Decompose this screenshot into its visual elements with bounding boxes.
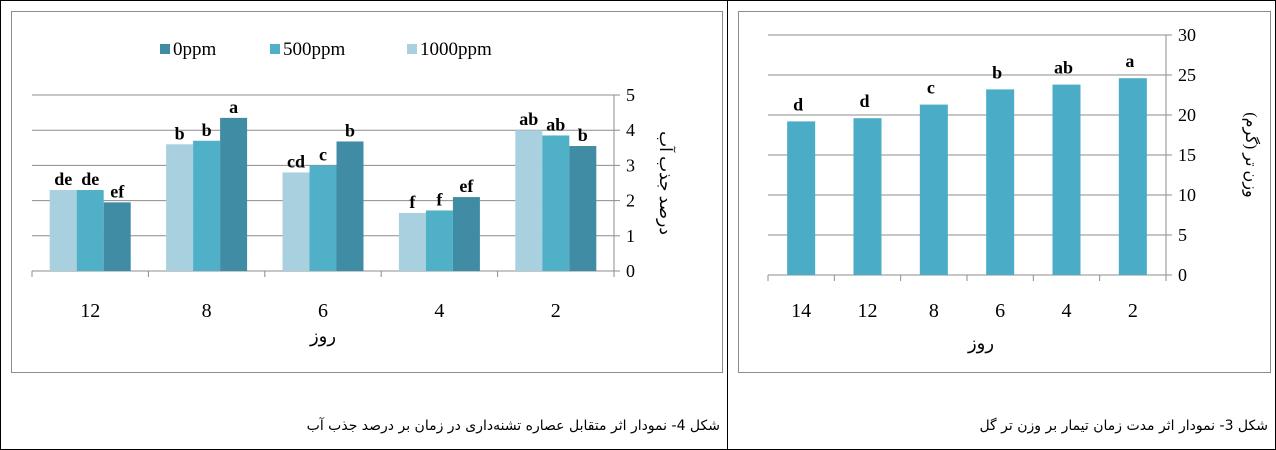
bar-data-label: f [409, 192, 416, 212]
legend-label: 0ppm [173, 39, 217, 60]
bar-data-label: b [992, 62, 1002, 82]
bar-data-label: ef [459, 176, 474, 196]
bar [1118, 78, 1147, 275]
y-tick-label: 0 [1178, 265, 1187, 285]
y-tick-label: 5 [1178, 225, 1187, 245]
bar-data-label: ab [519, 109, 538, 129]
bar-data-label: ab [546, 114, 565, 134]
bar [336, 141, 364, 271]
bar [76, 190, 104, 271]
y-tick-label: 30 [1178, 25, 1196, 45]
legend-swatch [270, 44, 280, 54]
bar-data-label: ef [110, 181, 125, 201]
legend-label: 500ppm [283, 39, 346, 60]
bar-data-label: cd [287, 151, 305, 171]
x-tick-label: 12 [858, 300, 878, 322]
y-axis-label: درصد جذب آب [655, 131, 677, 235]
water-uptake-chart-panel: 0 1 2 3 4 5 12 de de ef 8 b b a 6 cd c b 4 f f ef 2 ab ab b روز درص… [11, 11, 723, 373]
legend-swatch [407, 44, 417, 54]
bar-data-label: de [54, 169, 72, 189]
x-tick-label: 14 [791, 300, 811, 322]
x-axis-label: روز [967, 333, 994, 354]
x-tick-label: 4 [434, 300, 444, 322]
bar-data-label: b [175, 123, 185, 143]
x-tick-label: 2 [1128, 300, 1138, 322]
y-tick-label: 1 [626, 226, 635, 246]
bar-data-label: ab [1054, 58, 1073, 78]
y-tick-label: 0 [626, 261, 635, 281]
bar [569, 146, 597, 271]
x-tick-label: 12 [80, 300, 100, 322]
bar [425, 210, 453, 271]
bar-data-label: f [436, 189, 443, 209]
bar [220, 117, 248, 271]
bar-data-label: b [345, 120, 355, 140]
bar [1052, 84, 1081, 275]
figure-4-caption: شکل 4- نمودار اثر متقابل عصاره تشنه‌داری… [306, 418, 720, 434]
bar [49, 190, 77, 271]
y-tick-label: 4 [626, 120, 635, 140]
x-tick-label: 8 [929, 300, 939, 322]
bar-data-label: d [793, 94, 803, 114]
y-tick-label: 25 [1178, 65, 1196, 85]
bar [787, 121, 816, 276]
y-tick-label: 15 [1178, 145, 1196, 165]
bar [103, 202, 131, 271]
bar [919, 104, 948, 275]
x-axis-label: روز [309, 326, 336, 347]
legend-swatch [160, 44, 170, 54]
column-divider [727, 0, 728, 450]
x-tick-label: 8 [202, 300, 212, 322]
figure-3-caption: شکل 3- نمودار اثر مدت زمان تیمار بر وزن … [979, 418, 1268, 434]
bar-data-label: b [202, 120, 212, 140]
bar-data-label: c [927, 78, 935, 98]
fresh-weight-chart: 0 5 10 15 20 25 30 d 14 d 12 c 8 b 6 ab 4 a 2 روز وزن تر (گر… [767, 25, 1261, 354]
y-tick-label: 5 [626, 85, 635, 105]
bar-data-label: b [578, 125, 588, 145]
bar-data-label: c [319, 144, 327, 164]
bar-data-label: de [81, 169, 99, 189]
bar [282, 172, 310, 271]
x-tick-label: 6 [995, 300, 1005, 322]
y-axis-label: وزن تر (گرم) [1242, 112, 1261, 198]
bar [986, 89, 1015, 276]
fresh-weight-chart-panel: 0 5 10 15 20 25 30 d 14 d 12 c 8 b 6 ab 4 a 2 روز وزن تر (گر… [738, 11, 1271, 373]
bar [853, 118, 882, 275]
bar [166, 144, 194, 271]
bar-data-label: a [1125, 51, 1134, 71]
x-tick-label: 2 [551, 300, 561, 322]
x-tick-label: 6 [318, 300, 328, 322]
x-tick-label: 4 [1062, 300, 1072, 322]
bar [452, 197, 480, 271]
y-tick-label: 10 [1178, 185, 1196, 205]
bar-data-label: d [859, 91, 869, 111]
y-tick-label: 20 [1178, 105, 1196, 125]
bar [193, 140, 221, 271]
bar [398, 212, 426, 271]
legend-label: 1000ppm [420, 39, 492, 60]
bar [515, 130, 543, 271]
y-tick-label: 2 [626, 191, 635, 211]
bar [542, 135, 570, 271]
bar [309, 165, 337, 271]
y-tick-label: 3 [626, 155, 635, 175]
bar-data-label: a [229, 97, 238, 117]
